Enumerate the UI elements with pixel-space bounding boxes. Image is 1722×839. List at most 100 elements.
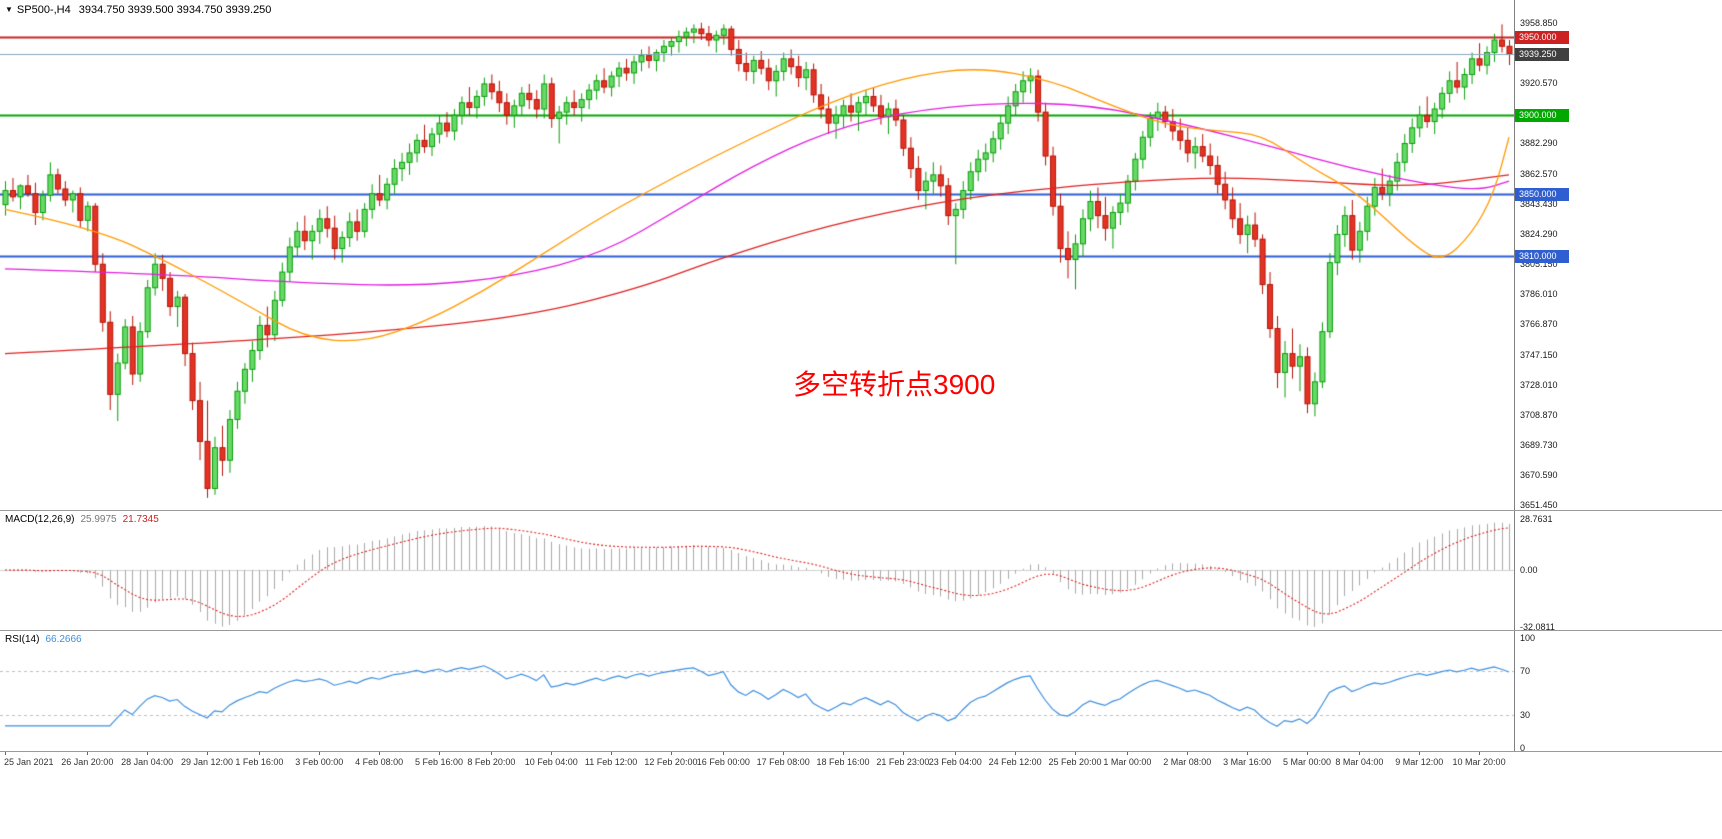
time-tick bbox=[1479, 752, 1480, 755]
time-tick bbox=[319, 752, 320, 755]
time-label: 16 Feb 00:00 bbox=[696, 757, 750, 767]
chart-title: ▼ SP500-,H4 3934.750 3939.500 3934.750 393… bbox=[5, 4, 271, 16]
price-tick-label: 3882.290 bbox=[1520, 138, 1558, 149]
macd-panel: MACD(12,26,9) 25.9975 21.7345 28.7631 0.00 -… bbox=[0, 511, 1722, 632]
time-tick bbox=[1307, 752, 1308, 755]
time-tick bbox=[671, 752, 672, 755]
time-label: 1 Feb 16:00 bbox=[235, 757, 284, 767]
time-label: 10 Mar 20:00 bbox=[1452, 757, 1506, 767]
rsi-canvas[interactable] bbox=[0, 631, 1514, 751]
time-tick bbox=[87, 752, 88, 755]
price-tick-label: 3670.590 bbox=[1520, 469, 1558, 480]
price-badge-3850.000: 3850.000 bbox=[1515, 187, 1569, 201]
time-label: 3 Feb 00:00 bbox=[295, 757, 344, 767]
time-tick bbox=[783, 752, 784, 755]
time-label: 8 Feb 20:00 bbox=[467, 757, 516, 767]
time-label: 28 Jan 04:00 bbox=[121, 757, 174, 767]
time-tick bbox=[5, 752, 6, 755]
time-label: 21 Feb 23:00 bbox=[876, 757, 930, 767]
time-tick bbox=[439, 752, 440, 755]
price-tick-label: 3728.010 bbox=[1520, 379, 1558, 390]
price-badge-3900.000: 3900.000 bbox=[1515, 109, 1569, 123]
price-tick-label: 3805.150 bbox=[1520, 259, 1558, 269]
price-badge-3810.000: 3810.000 bbox=[1515, 250, 1569, 264]
chart-text-annotation: 多空转折点3900 bbox=[793, 369, 996, 400]
rsi-panel: RSI(14) 66.2666 100 70 30 0 bbox=[0, 631, 1722, 753]
price-badge-3950.000: 3950.000 bbox=[1515, 30, 1569, 44]
symbol-marker-icon: ▼ bbox=[5, 5, 13, 14]
time-tick bbox=[491, 752, 492, 755]
main-chart-canvas[interactable] bbox=[0, 0, 1514, 510]
time-label: 9 Mar 12:00 bbox=[1395, 757, 1444, 767]
time-label: 25 Feb 20:00 bbox=[1048, 757, 1102, 767]
macd-scale-label: -32.0811 bbox=[1520, 621, 1555, 632]
time-tick bbox=[955, 752, 956, 755]
rsi-scale[interactable]: 100 70 30 0 bbox=[1514, 631, 1722, 753]
macd-main-value: 25.9975 bbox=[80, 514, 117, 525]
macd-scale-label: 0.00 bbox=[1520, 565, 1538, 575]
time-tick bbox=[1187, 752, 1188, 755]
price-chart-panel: ▼ SP500-,H4 3934.750 3939.500 3934.750 393… bbox=[0, 0, 1722, 511]
time-label: 26 Jan 20:00 bbox=[61, 757, 114, 767]
time-tick bbox=[1075, 752, 1076, 755]
time-label: 8 Mar 04:00 bbox=[1335, 757, 1384, 767]
rsi-scale-label: 70 bbox=[1520, 666, 1531, 676]
macd-title: MACD(12,26,9) bbox=[5, 514, 75, 525]
time-label: 12 Feb 20:00 bbox=[644, 757, 698, 767]
time-label: 25 Jan 2021 bbox=[4, 757, 54, 767]
price-tick-label: 3747.150 bbox=[1520, 349, 1558, 360]
price-tick-label: 3766.870 bbox=[1520, 319, 1558, 330]
time-tick bbox=[259, 752, 260, 755]
time-axis[interactable]: 25 Jan 2021 26 Jan 20:00 28 Jan 04:00 29 Ja… bbox=[0, 752, 1722, 772]
time-tick bbox=[1247, 752, 1248, 755]
ohlc-readout: 3934.750 3939.500 3934.750 3939.250 bbox=[78, 4, 272, 16]
time-tick bbox=[903, 752, 904, 755]
symbol-timeframe-label: SP500-,H4 bbox=[16, 4, 71, 16]
time-tick bbox=[379, 752, 380, 755]
time-label: 11 Feb 12:00 bbox=[584, 757, 638, 767]
time-tick bbox=[207, 752, 208, 755]
price-tick-label: 3689.730 bbox=[1520, 439, 1558, 450]
time-tick bbox=[1015, 752, 1016, 755]
price-badge-3939.250: 3939.250 bbox=[1515, 47, 1569, 61]
time-label: 5 Feb 16:00 bbox=[414, 757, 464, 767]
time-label: 10 Feb 04:00 bbox=[524, 757, 578, 767]
price-tick-label: 3824.290 bbox=[1520, 228, 1558, 239]
macd-label: MACD(12,26,9) 25.9975 21.7345 bbox=[5, 514, 159, 525]
time-tick bbox=[723, 752, 724, 755]
price-scale[interactable]: 3958.850 3920.570 3882.290 3862.570 3843.430… bbox=[1514, 0, 1722, 510]
price-tick-label: 3920.570 bbox=[1520, 78, 1558, 89]
time-label: 3 Mar 16:00 bbox=[1223, 757, 1272, 767]
rsi-value: 66.2666 bbox=[45, 634, 82, 645]
rsi-label: RSI(14) 66.2666 bbox=[5, 634, 82, 645]
time-label: 5 Mar 00:00 bbox=[1282, 757, 1331, 767]
price-tick-label: 3708.870 bbox=[1520, 409, 1558, 420]
price-tick-label: 3786.010 bbox=[1520, 289, 1558, 299]
time-tick bbox=[1419, 752, 1420, 755]
time-tick bbox=[843, 752, 844, 755]
time-tick bbox=[1359, 752, 1360, 755]
time-label: 17 Feb 08:00 bbox=[756, 757, 810, 767]
time-label: 1 Mar 00:00 bbox=[1103, 757, 1152, 767]
rsi-scale-label: 100 bbox=[1520, 632, 1536, 643]
macd-scale-label: 28.7631 bbox=[1520, 514, 1553, 524]
time-label: 18 Feb 16:00 bbox=[816, 757, 870, 767]
rsi-title: RSI(14) bbox=[5, 634, 40, 645]
macd-signal-value: 21.7345 bbox=[122, 514, 159, 525]
price-tick-label: 3862.570 bbox=[1520, 168, 1558, 179]
price-tick-label: 3958.850 bbox=[1520, 18, 1558, 28]
time-label: 29 Jan 12:00 bbox=[180, 757, 234, 767]
time-label: 2 Mar 08:00 bbox=[1163, 757, 1212, 767]
time-tick bbox=[551, 752, 552, 755]
price-tick-label: 3843.430 bbox=[1520, 198, 1558, 209]
time-tick bbox=[147, 752, 148, 755]
macd-scale[interactable]: 28.7631 0.00 -32.0811 bbox=[1514, 511, 1722, 632]
macd-canvas[interactable] bbox=[0, 511, 1514, 630]
time-tick bbox=[611, 752, 612, 755]
rsi-scale-label: 0 bbox=[1520, 743, 1526, 753]
time-label: 24 Feb 12:00 bbox=[988, 757, 1042, 767]
rsi-scale-label: 30 bbox=[1520, 710, 1531, 720]
time-tick bbox=[1127, 752, 1128, 755]
price-tick-label: 3651.450 bbox=[1520, 500, 1558, 510]
